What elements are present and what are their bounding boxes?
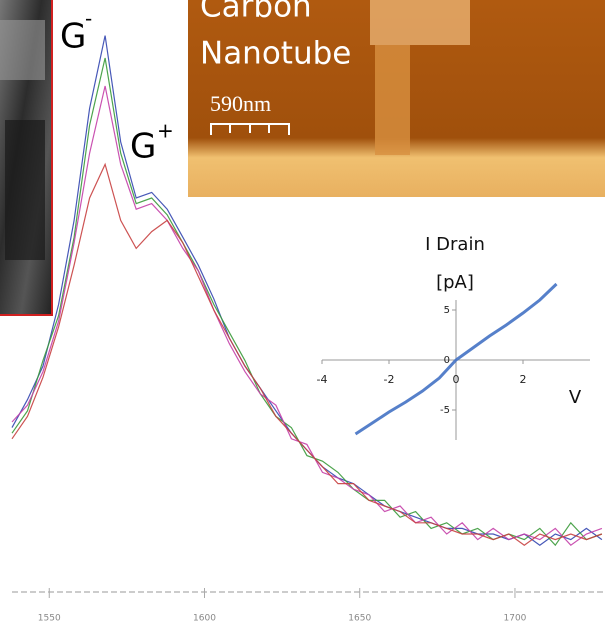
data-line (354, 282, 558, 436)
inset-chart-title: I Drain (425, 234, 485, 255)
y-tick-label: 0 (444, 355, 450, 366)
x-tick-label: 2 (520, 373, 527, 386)
peak-label-sup: + (157, 119, 174, 143)
inset-title: Carbon (200, 0, 312, 25)
x-tick-label: -4 (317, 373, 328, 386)
inset-title: Nanotube (200, 36, 351, 72)
peak-label-sup: - (85, 7, 92, 31)
peak-label: G (130, 127, 156, 167)
x-axis-label: V (569, 387, 582, 408)
inset-chart-subtitle: [pA] (436, 272, 474, 293)
x-tick-label: 1650 (348, 614, 371, 624)
data-line (11, 162, 603, 546)
x-tick-label: 0 (453, 373, 460, 386)
scale-bar-label: 590nm (210, 91, 271, 116)
peak-label: G (60, 17, 86, 57)
y-tick-label: 5 (444, 305, 450, 316)
y-tick-label: -5 (440, 405, 450, 416)
x-tick-label: 1700 (504, 614, 527, 624)
x-tick-label: -2 (384, 373, 395, 386)
x-tick-label: 1550 (38, 614, 61, 624)
x-tick-label: 1600 (193, 614, 216, 624)
afm-inset: Carbon Nanotube 590nm (188, 0, 605, 197)
photo-inset (0, 0, 53, 316)
